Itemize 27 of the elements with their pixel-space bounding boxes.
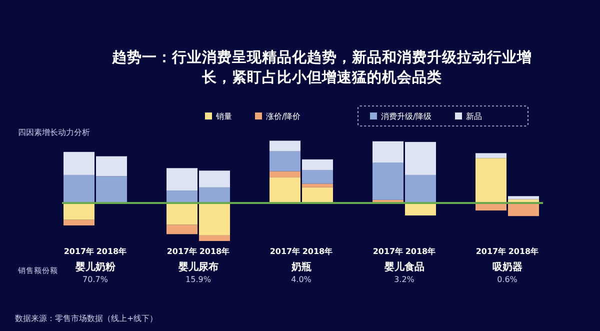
x-tick-label: 2017年 [166,247,198,256]
x-tick-label: 2018年 [508,247,539,256]
text: 4.0% [291,275,312,284]
text: 70.7% [82,275,108,284]
x-tick-label: 2018年 [405,247,436,256]
legend-label: 涨价/降价 [266,112,301,121]
x-tick-label: 2017年 [372,247,404,256]
text: 奶瓶 [290,261,312,273]
text: 3.2% [394,275,415,284]
x-tick-label: 2018年 [96,247,127,256]
legend-label: 新品 [466,112,482,121]
text: 吸奶器 [492,261,522,273]
text: 婴儿奶粉 [74,261,116,273]
x-tick-label: 2018年 [199,247,230,256]
x-tick-label: 2017年 [270,247,300,256]
legend-label: 消费升级/降级 [381,112,432,121]
text: 婴儿食品 [383,261,424,273]
text: 15.9% [186,275,212,284]
source-note: 数据来源：零售市场数据（线上+线下） [15,314,158,323]
text: 婴儿尿布 [177,261,218,273]
chart-title: 趋势一：行业消费呈现精品化趋势，新品和消费升级拉动行业增长，紧盯占比小但增速猛的机会品类 [111,48,532,86]
x-tick-label: 2017年 [64,247,94,256]
text: 0.6% [497,275,518,284]
x-tick-label: 2018年 [302,247,333,256]
legend-label: 销量 [215,112,232,121]
x-tick-label: 2017年 [476,247,506,256]
y-axis-title: 四因素增长动力分析 [18,128,90,137]
